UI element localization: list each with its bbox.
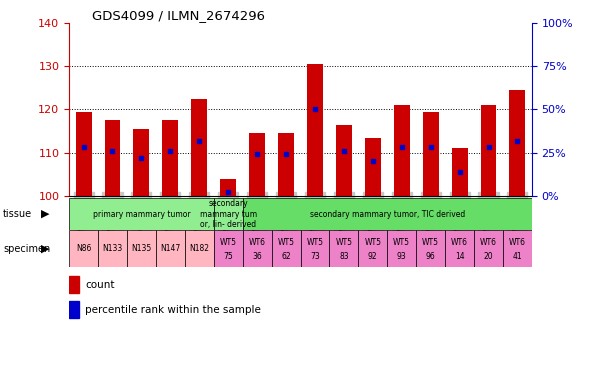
Text: N135: N135 — [131, 244, 151, 253]
Text: 36: 36 — [252, 252, 262, 261]
Text: percentile rank within the sample: percentile rank within the sample — [85, 305, 261, 314]
Text: N147: N147 — [160, 244, 180, 253]
Text: GDS4099 / ILMN_2674296: GDS4099 / ILMN_2674296 — [93, 9, 265, 22]
Text: count: count — [85, 280, 115, 290]
Bar — [394, 105, 410, 196]
Bar — [191, 99, 207, 196]
Bar — [69, 230, 98, 267]
Text: 41: 41 — [513, 252, 522, 261]
Text: WT5: WT5 — [307, 238, 323, 247]
Text: N133: N133 — [102, 244, 123, 253]
Text: WT5: WT5 — [393, 238, 410, 247]
Bar — [69, 301, 79, 318]
Text: specimen: specimen — [3, 243, 50, 254]
Bar — [76, 112, 91, 196]
Bar — [329, 230, 358, 267]
Bar — [133, 129, 150, 196]
Text: WT5: WT5 — [364, 238, 381, 247]
Bar — [162, 120, 178, 196]
Text: WT5: WT5 — [278, 238, 294, 247]
Text: WT5: WT5 — [422, 238, 439, 247]
Bar — [272, 230, 300, 267]
Bar — [365, 137, 381, 196]
Text: secondary mammary tumor, TIC derived: secondary mammary tumor, TIC derived — [310, 210, 465, 218]
Bar — [300, 230, 329, 267]
Text: tissue: tissue — [3, 209, 32, 219]
Text: 93: 93 — [397, 252, 407, 261]
Bar — [185, 230, 214, 267]
Bar — [69, 276, 79, 293]
Text: WT6: WT6 — [451, 238, 468, 247]
Bar — [510, 90, 525, 196]
Text: secondary
mammary tum
or, lin- derived: secondary mammary tum or, lin- derived — [200, 199, 257, 229]
Bar — [387, 230, 416, 267]
Bar — [98, 230, 127, 267]
Text: N86: N86 — [76, 244, 91, 253]
Bar — [105, 120, 120, 196]
Bar — [214, 198, 243, 230]
Text: ▶: ▶ — [41, 209, 49, 219]
Text: WT5: WT5 — [220, 238, 237, 247]
Bar — [278, 133, 294, 196]
Bar — [243, 230, 272, 267]
Bar — [336, 124, 352, 196]
Text: WT5: WT5 — [335, 238, 352, 247]
Bar — [69, 198, 214, 230]
Text: 14: 14 — [455, 252, 465, 261]
Text: WT6: WT6 — [249, 238, 266, 247]
Text: 83: 83 — [339, 252, 349, 261]
Text: ▶: ▶ — [41, 243, 49, 254]
Bar — [474, 230, 503, 267]
Text: 92: 92 — [368, 252, 377, 261]
Bar — [503, 230, 532, 267]
Bar — [445, 230, 474, 267]
Bar — [451, 148, 468, 196]
Text: 20: 20 — [484, 252, 493, 261]
Text: 75: 75 — [224, 252, 233, 261]
Text: 62: 62 — [281, 252, 291, 261]
Text: primary mammary tumor: primary mammary tumor — [93, 210, 191, 218]
Bar — [481, 105, 496, 196]
Bar — [156, 230, 185, 267]
Text: 73: 73 — [310, 252, 320, 261]
Bar — [423, 112, 439, 196]
Bar — [358, 230, 387, 267]
Bar — [127, 230, 156, 267]
Text: WT6: WT6 — [480, 238, 497, 247]
Bar — [416, 230, 445, 267]
Text: N182: N182 — [189, 244, 209, 253]
Bar — [214, 230, 243, 267]
Text: 96: 96 — [426, 252, 436, 261]
Text: WT6: WT6 — [509, 238, 526, 247]
Bar — [249, 133, 265, 196]
Bar — [243, 198, 532, 230]
Bar — [307, 64, 323, 196]
Bar — [220, 179, 236, 196]
